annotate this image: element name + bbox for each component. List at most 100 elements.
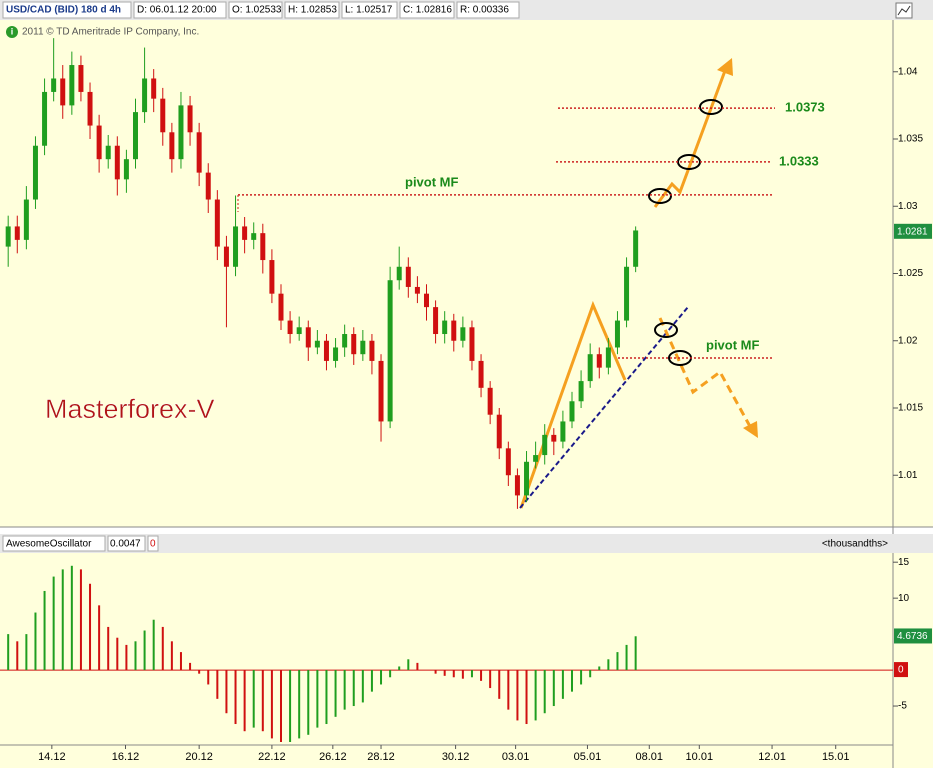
- up-arrowhead: [717, 58, 733, 76]
- level-label: pivot MF: [405, 174, 458, 189]
- oscillator-bar: [507, 670, 510, 710]
- candle-body: [351, 334, 357, 355]
- oscillator-bar: [289, 670, 292, 742]
- oscillator-bar: [79, 569, 82, 671]
- candle-body: [533, 455, 539, 462]
- indicator-value: 0: [150, 539, 156, 550]
- down-arrowhead: [743, 421, 758, 438]
- oscillator-bar: [552, 670, 555, 707]
- candle-body: [578, 381, 584, 402]
- candle-body: [69, 65, 75, 106]
- last-price: 1.0281: [897, 226, 928, 237]
- header-field-box: [133, 1, 227, 19]
- oscillator-bar: [398, 666, 401, 671]
- oscillator-bar: [607, 659, 610, 671]
- candle-body: [478, 360, 484, 388]
- header-field-box: [228, 1, 283, 19]
- price-panel: [0, 20, 933, 527]
- oscillator-bar: [89, 583, 92, 671]
- oscillator-bar: [434, 670, 437, 674]
- x-tick-label: 14.12: [38, 751, 66, 763]
- oscillator-bar: [534, 670, 537, 721]
- oscillator-bar: [198, 670, 201, 674]
- level-label: 1.0333: [779, 153, 819, 168]
- header-field-box: [399, 1, 455, 19]
- oscillator-bar: [170, 641, 173, 671]
- zero-tag-box: [894, 662, 908, 678]
- candle-body: [23, 199, 29, 240]
- header-field: O: 1.02533: [232, 5, 282, 16]
- oscillator-bar: [370, 670, 373, 692]
- candle-body: [360, 340, 366, 355]
- candle-body: [551, 434, 557, 442]
- candle-body: [624, 266, 630, 321]
- x-tick-label: 15.01: [822, 751, 850, 763]
- oscillator-bar: [225, 670, 228, 714]
- candle-body: [14, 226, 20, 240]
- x-tick-label: 10.01: [686, 751, 714, 763]
- indicator-bar: [0, 534, 933, 553]
- candle-body: [151, 78, 157, 99]
- oscillator-bar: [7, 634, 10, 671]
- candle-body: [32, 145, 38, 200]
- oscillator-bar: [461, 670, 464, 679]
- indicator-value-box: [147, 535, 159, 552]
- indicator-name: AwesomeOscillator: [6, 539, 92, 550]
- oscillator-bar: [52, 576, 55, 671]
- oscillator-last-box: [894, 628, 932, 644]
- candle-body: [487, 387, 493, 415]
- watermark: Masterforex-V: [45, 394, 215, 424]
- indicator-value-box: [107, 535, 146, 552]
- candle-body: [42, 91, 48, 146]
- oscillator-bar: [516, 670, 519, 721]
- oscillator-last: 4.6736: [897, 631, 928, 642]
- candle-body: [96, 125, 102, 160]
- y-tick-label: 1.02: [898, 335, 918, 346]
- candle-body: [178, 105, 184, 160]
- candle-body: [542, 434, 548, 456]
- candle-body: [469, 327, 475, 361]
- oscillator-bar: [452, 670, 455, 678]
- oscillator-bar: [25, 634, 28, 671]
- x-tick-label: 12.01: [758, 751, 786, 763]
- header-field: USD/CAD (BID) 180 d 4h: [6, 5, 121, 16]
- header-field-box: [2, 1, 132, 19]
- oscillator-bar: [416, 662, 419, 671]
- candle-body: [78, 65, 84, 92]
- indicator-name-box: [2, 535, 106, 552]
- candle-body: [260, 233, 266, 261]
- oscillator-bar: [634, 636, 637, 671]
- x-tick-label: 08.01: [636, 751, 664, 763]
- candle-body: [132, 112, 138, 160]
- candle-body: [114, 145, 120, 180]
- candle-body: [305, 327, 311, 348]
- candle-body: [378, 360, 384, 422]
- oscillator-bar: [389, 670, 392, 678]
- header-field-box: [284, 1, 340, 19]
- ellipse: [648, 188, 672, 204]
- header-field-box: [341, 1, 398, 19]
- trend-line: [519, 306, 689, 509]
- candle-body: [123, 159, 129, 180]
- candle-body: [614, 320, 620, 348]
- candle-body: [442, 320, 448, 335]
- units-label: <thousandths>: [822, 539, 888, 550]
- indicator-value: 0.0047: [110, 539, 141, 550]
- oscillator-bar: [179, 652, 182, 671]
- oscillator-bar: [116, 637, 119, 671]
- info-icon[interactable]: [6, 26, 18, 38]
- oscillator-bar: [279, 670, 282, 742]
- oscillator-bar: [580, 670, 583, 685]
- candle-body: [524, 461, 530, 496]
- oscillator-bar: [270, 670, 273, 739]
- candle-body: [105, 145, 111, 160]
- candle-body: [514, 475, 520, 496]
- oscillator-bar: [334, 670, 337, 717]
- oscillator-bar: [152, 619, 155, 671]
- oscillator-bar: [352, 670, 355, 707]
- down-arrow: [658, 317, 754, 431]
- x-tick-label: 22.12: [258, 751, 286, 763]
- y-tick-label: 1.04: [898, 66, 918, 77]
- oscillator-bar: [298, 670, 301, 739]
- oscillator-bar: [43, 590, 46, 671]
